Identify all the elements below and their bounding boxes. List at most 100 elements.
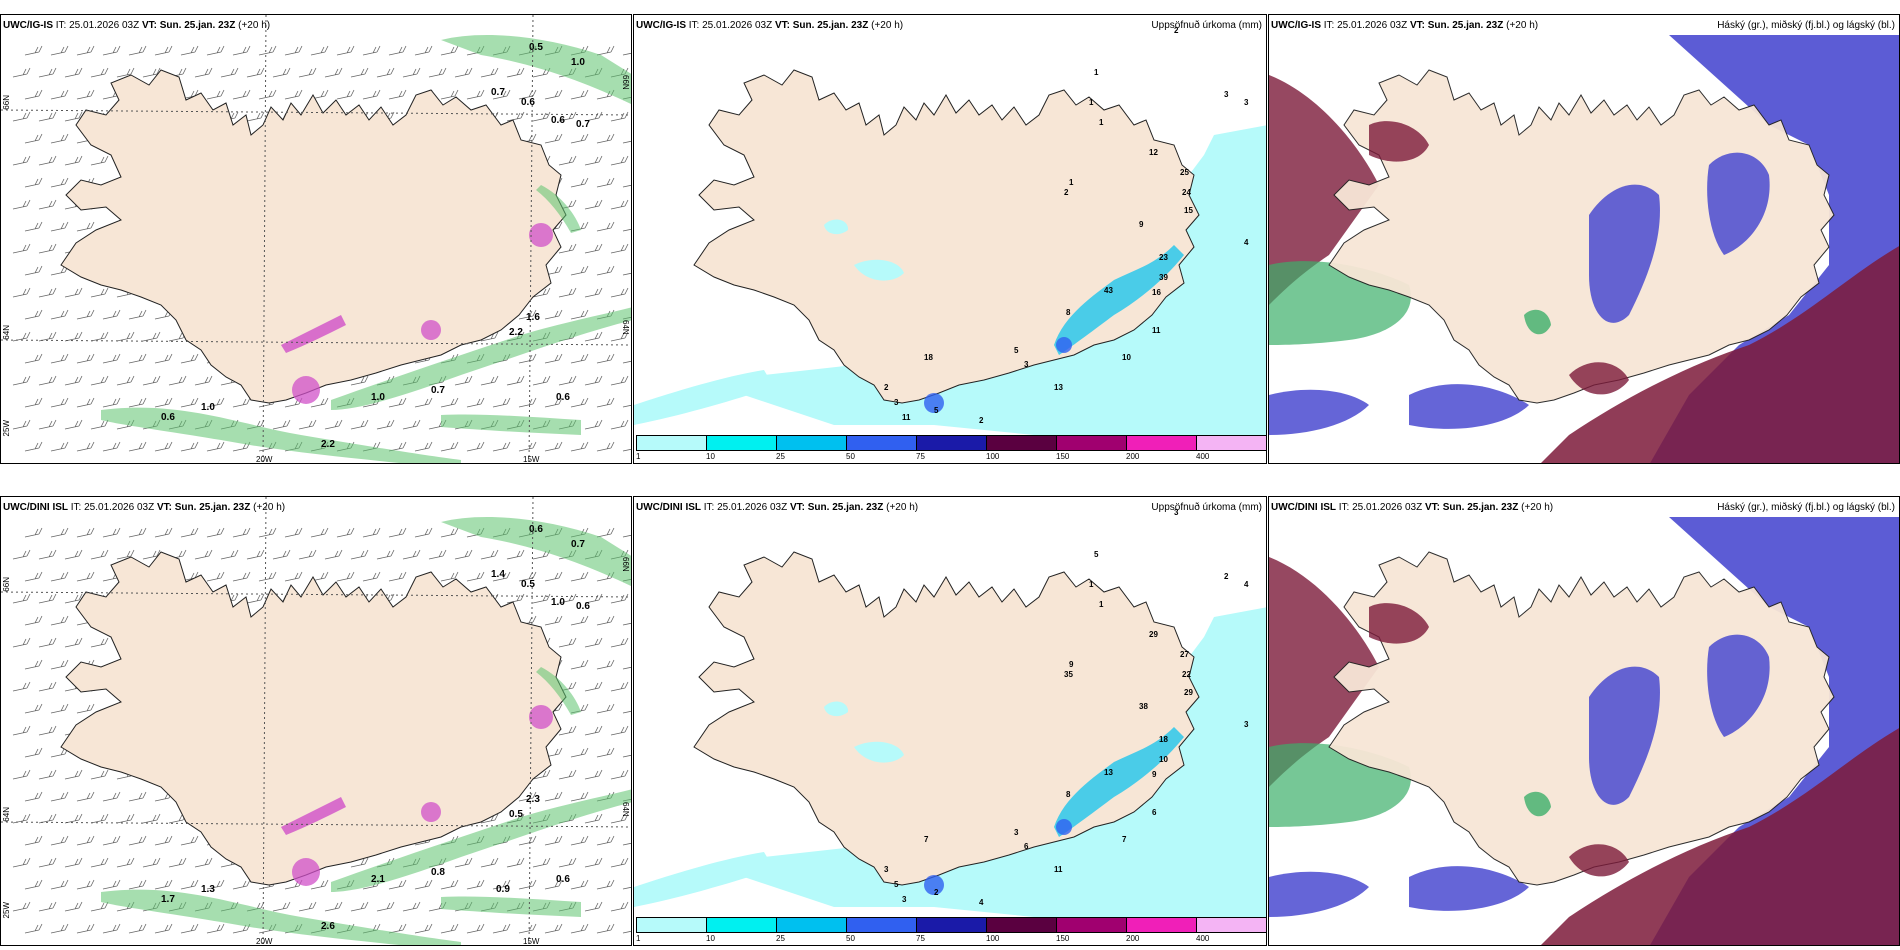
lat-label-64n: 64N — [2, 807, 11, 822]
wind-speed-label: 2.1 — [371, 874, 385, 885]
panel-title: UWC/DINI ISL IT: 25.01.2026 03Z VT: Sun.… — [1271, 502, 1554, 513]
lon-label-20w: 20W — [256, 455, 273, 464]
precip-value-label: 10 — [1122, 353, 1131, 362]
legend-value: 150 — [1056, 452, 1070, 461]
legend-value: 1 — [636, 452, 641, 461]
precip-title: Uppsöfnuð úrkoma (mm) — [1151, 20, 1262, 31]
wind-speed-label: 0.7 — [491, 87, 505, 98]
precip-value-label: 39 — [1159, 273, 1168, 282]
panel-title: UWC/IG-IS IT: 25.01.2026 03Z VT: Sun. 25… — [1271, 20, 1539, 31]
precip-map-panel-igis[interactable]: UWC/IG-IS IT: 25.01.2026 03Z VT: Sun. 25… — [633, 14, 1267, 464]
wind-map-panel-dini[interactable]: UWC/DINI ISL IT: 25.01.2026 03Z VT: Sun.… — [0, 496, 632, 946]
wind-speed-labels: 0.51.00.70.60.6 0.71.62.21.00.71.00.62.20… — [161, 42, 590, 450]
precip-value-label: 3 — [1224, 90, 1229, 99]
wind-map-canvas: 0.51.00.70.60.6 0.71.62.21.00.71.00.62.20… — [1, 15, 631, 463]
precip-value-label: 3 — [1244, 98, 1249, 107]
precip-value-label: 2 — [934, 888, 939, 897]
legend-value: 200 — [1126, 452, 1140, 461]
legend-swatch — [1196, 917, 1266, 933]
wind-speed-label: 0.8 — [431, 867, 445, 878]
legend-swatch — [776, 917, 847, 933]
precip-value-label: 24 — [1182, 188, 1191, 197]
precip-value-label: 11 — [1054, 865, 1063, 874]
legend-value: 1 — [636, 934, 641, 943]
cloud-map-panel-dini[interactable]: UWC/DINI ISL IT: 25.01.2026 03Z VT: Sun.… — [1268, 496, 1900, 946]
cloud-title: Háský (gr.), miðský (fj.bl.) og lágský (… — [1717, 502, 1895, 513]
lon-label-15w: 15W — [523, 937, 540, 946]
precip-value-label: 7 — [1122, 835, 1127, 844]
precip-legend: 1 10 25 50 75 100 150 200 400 — [636, 917, 1266, 943]
legend-value: 100 — [986, 452, 1000, 461]
wind-speed-label: 1.4 — [491, 569, 505, 580]
wind-speed-label: 0.7 — [576, 119, 590, 130]
wind-speed-label: 2.3 — [526, 794, 540, 805]
precip-value-label: 16 — [1152, 288, 1161, 297]
wind-speed-label: 1.0 — [201, 402, 215, 413]
wind-map-canvas: 0.60.71.40.51.0 0.62.30.52.10.81.31.72.60… — [1, 497, 631, 945]
precip-value-label: 5 — [1014, 346, 1019, 355]
legend-swatch — [1126, 917, 1197, 933]
wind-speed-label: 2.2 — [321, 439, 335, 450]
legend-value: 150 — [1056, 934, 1070, 943]
wind-speed-label: 1.0 — [551, 597, 565, 608]
cloud-title: Háský (gr.), miðský (fj.bl.) og lágský (… — [1717, 20, 1895, 31]
precip-value-label: 3 — [1244, 720, 1249, 729]
precip-map-panel-dini[interactable]: UWC/DINI ISL IT: 25.01.2026 03Z VT: Sun.… — [633, 496, 1267, 946]
lat-label-64n-right: 64N — [621, 320, 630, 335]
legend-value: 400 — [1196, 452, 1210, 461]
wind-speed-label: 0.9 — [496, 884, 510, 895]
precip-cyan-areas — [634, 125, 1266, 435]
lon-label-20w: 20W — [256, 937, 273, 946]
cloud-map-panel-igis[interactable]: UWC/IG-IS IT: 25.01.2026 03Z VT: Sun. 25… — [1268, 14, 1900, 464]
iceland-land — [60, 69, 567, 404]
legend-swatch — [706, 917, 777, 933]
wind-map-panel-igis[interactable]: UWC/IG-IS IT: 25.01.2026 03Z VT: Sun. 25… — [0, 14, 632, 464]
precip-blobs — [824, 701, 1184, 895]
legend-swatch — [986, 917, 1057, 933]
precip-value-label: 3 — [1014, 828, 1019, 837]
cloud-overlay — [1369, 121, 1770, 395]
precip-value-label: 2 — [1064, 188, 1069, 197]
legend-swatch — [986, 435, 1057, 451]
legend-swatch — [916, 917, 987, 933]
legend-value: 400 — [1196, 934, 1210, 943]
precip-value-label: 25 — [1180, 168, 1189, 177]
wind-speed-label: 0.6 — [556, 392, 570, 403]
precip-value-label: 1 — [1094, 68, 1099, 77]
precip-value-labels: 2111331225241512923391643810115133182311… — [884, 26, 1249, 425]
precip-title: Uppsöfnuð úrkoma (mm) — [1151, 502, 1262, 513]
legend-swatch — [1196, 435, 1266, 451]
iceland-land — [1328, 69, 1835, 404]
precip-value-label: 13 — [1104, 768, 1113, 777]
wind-speed-label: 0.5 — [529, 42, 543, 53]
precip-value-label: 22 — [1182, 670, 1191, 679]
precip-value-label: 35 — [1064, 670, 1073, 679]
lat-label-64n-right: 64N — [621, 802, 630, 817]
iceland-land — [60, 551, 567, 886]
wind-speed-label: 0.6 — [551, 115, 565, 126]
precip-value-label: 3 — [884, 865, 889, 874]
precip-value-label: 11 — [1152, 326, 1161, 335]
wind-speed-label: 0.6 — [576, 601, 590, 612]
legend-swatch — [1056, 917, 1127, 933]
wind-speed-label: 0.6 — [521, 97, 535, 108]
precip-value-label: 13 — [1054, 383, 1063, 392]
precip-value-label: 9 — [1152, 770, 1157, 779]
precip-value-label: 3 — [894, 398, 899, 407]
precip-value-label: 5 — [934, 406, 939, 415]
precip-value-label: 2 — [1174, 26, 1179, 35]
precip-value-label: 12 — [1149, 148, 1158, 157]
legend-swatch — [1126, 435, 1197, 451]
wind-speed-label: 2.6 — [321, 921, 335, 932]
panel-title: UWC/IG-IS IT: 25.01.2026 03Z VT: Sun. 25… — [3, 20, 271, 31]
precip-legend: 1 10 25 50 75 100 150 200 400 — [636, 435, 1266, 461]
precip-value-label: 4 — [1244, 238, 1249, 247]
precip-value-label: 3 — [1024, 360, 1029, 369]
legend-swatch — [706, 435, 777, 451]
precip-value-label: 10 — [1159, 755, 1168, 764]
wind-speed-label: 0.6 — [161, 412, 175, 423]
wind-speed-label: 0.6 — [529, 524, 543, 535]
cloud-layers — [1269, 517, 1899, 945]
precip-value-label: 3 — [902, 895, 907, 904]
